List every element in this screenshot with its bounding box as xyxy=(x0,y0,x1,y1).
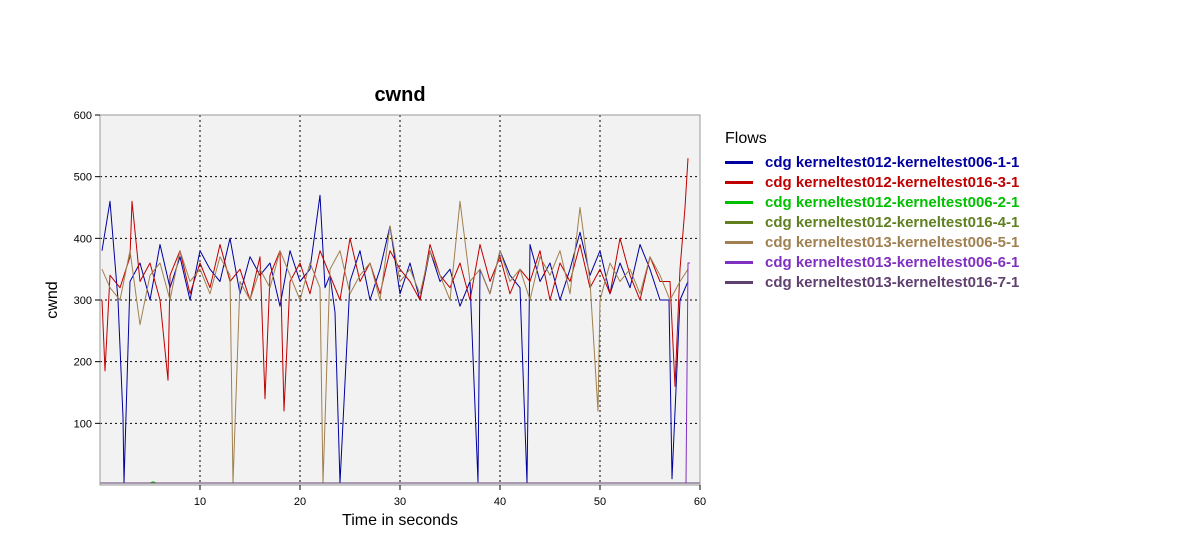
legend-label: cdg kerneltest012-kerneltest006-2-1 xyxy=(765,193,1020,211)
series-line-5 xyxy=(101,200,689,484)
y-axis-label: cwnd xyxy=(44,281,61,318)
y-axis-ticks: 100 200 300 400 500 600 xyxy=(74,110,100,430)
legend-swatch xyxy=(725,160,753,164)
legend-label: cdg kerneltest012-kerneltest016-4-1 xyxy=(765,213,1020,231)
legend-swatch xyxy=(725,260,753,264)
legend-swatch xyxy=(725,280,753,284)
legend-label: cdg kerneltest012-kerneltest006-1-1 xyxy=(765,153,1020,171)
legend-title: Flows xyxy=(725,130,767,147)
y-tick-label: 100 xyxy=(74,418,92,430)
legend-swatch xyxy=(725,240,753,244)
legend-label: cdg kerneltest012-kerneltest016-3-1 xyxy=(765,173,1020,191)
legend-label: cdg kerneltest013-kerneltest006-5-1 xyxy=(765,233,1020,251)
y-tick-label: 600 xyxy=(74,110,92,122)
y-tick-label: 300 xyxy=(74,295,92,307)
legend-item: cdg kerneltest012-kerneltest016-4-1 xyxy=(725,212,1019,232)
x-axis-label: Time in seconds xyxy=(342,512,458,529)
y-tick-label: 400 xyxy=(74,233,92,245)
y-tick-label: 200 xyxy=(74,357,92,369)
legend: Flows cdg kerneltest012-kerneltest006-1-… xyxy=(725,130,1019,292)
y-tick-label: 500 xyxy=(74,172,92,184)
legend-label: cdg kerneltest013-kerneltest016-7-1 xyxy=(765,273,1020,291)
x-tick-label: 50 xyxy=(594,496,606,508)
chart-title: cwnd xyxy=(374,84,425,106)
legend-item: cdg kerneltest012-kerneltest016-3-1 xyxy=(725,172,1019,192)
legend-swatch xyxy=(725,220,753,224)
x-tick-label: 60 xyxy=(694,496,706,508)
x-tick-label: 30 xyxy=(394,496,406,508)
legend-item: cdg kerneltest012-kerneltest006-2-1 xyxy=(725,192,1019,212)
legend-item: cdg kerneltest013-kerneltest016-7-1 xyxy=(725,272,1019,292)
legend-swatch xyxy=(725,200,753,204)
x-tick-label: 20 xyxy=(294,496,306,508)
x-tick-label: 40 xyxy=(494,496,506,508)
legend-item: cdg kerneltest013-kerneltest006-5-1 xyxy=(725,232,1019,252)
x-tick-label: 10 xyxy=(194,496,206,508)
legend-item: cdg kerneltest012-kerneltest006-1-1 xyxy=(725,152,1019,172)
x-axis-ticks: 10 20 30 40 50 60 xyxy=(194,485,706,508)
legend-swatch xyxy=(725,180,753,184)
series-lines xyxy=(100,158,700,484)
legend-items: cdg kerneltest012-kerneltest006-1-1 cdg k… xyxy=(725,152,1019,292)
legend-label: cdg kerneltest013-kerneltest006-6-1 xyxy=(765,253,1020,271)
legend-item: cdg kerneltest013-kerneltest006-6-1 xyxy=(725,252,1019,272)
